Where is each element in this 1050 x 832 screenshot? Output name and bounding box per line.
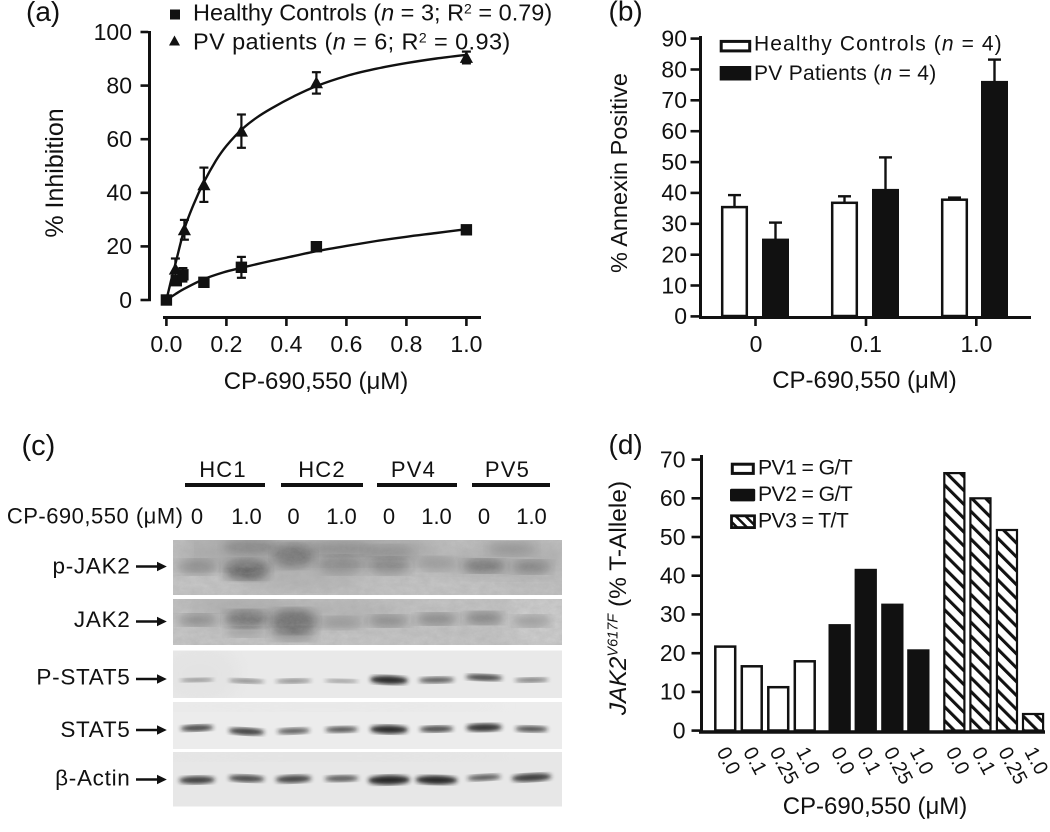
svg-text:0.0: 0.0 — [150, 331, 182, 357]
svg-text:p-JAK2: p-JAK2 — [53, 554, 131, 579]
svg-text:JAK2V617F (% T-Allele): JAK2V617F (% T-Allele) — [605, 481, 632, 716]
svg-text:30: 30 — [661, 211, 687, 237]
svg-text:40: 40 — [660, 563, 686, 589]
svg-text:(c): (c) — [22, 430, 56, 462]
svg-text:CP-690,550 (μM): CP-690,550 (μM) — [224, 368, 409, 395]
svg-text:40: 40 — [106, 180, 132, 206]
svg-text:1.0: 1.0 — [516, 504, 547, 529]
svg-text:1.0: 1.0 — [961, 331, 993, 357]
svg-text:PV Patients (n = 4): PV Patients (n = 4) — [754, 62, 937, 85]
svg-text:0: 0 — [674, 303, 687, 329]
svg-text:100: 100 — [94, 19, 132, 45]
svg-text:60: 60 — [106, 126, 132, 152]
svg-text:CP-690,550 (μM): CP-690,550 (μM) — [772, 367, 957, 394]
svg-text:10: 10 — [660, 679, 686, 705]
svg-text:PV patients (n = 6; R2 = 0.93): PV patients (n = 6; R2 = 0.93) — [193, 29, 511, 55]
svg-text:0: 0 — [673, 717, 686, 743]
svg-text:HC1: HC1 — [199, 457, 247, 482]
svg-text:50: 50 — [660, 524, 686, 550]
svg-text:50: 50 — [661, 149, 687, 175]
svg-text:(b): (b) — [609, 0, 643, 27]
svg-text:0.1: 0.1 — [852, 744, 884, 779]
svg-text:(d): (d) — [609, 429, 643, 460]
svg-text:20: 20 — [660, 640, 686, 666]
svg-text:JAK2: JAK2 — [74, 607, 131, 632]
svg-text:0.1: 0.1 — [738, 744, 770, 779]
svg-text:10: 10 — [661, 272, 687, 298]
svg-text:0: 0 — [383, 504, 395, 529]
svg-text:0.6: 0.6 — [330, 331, 362, 357]
svg-text:0.1: 0.1 — [850, 331, 882, 357]
svg-text:CP-690,550 (μM): CP-690,550 (μM) — [7, 504, 184, 529]
svg-text:0.8: 0.8 — [390, 331, 422, 357]
svg-text:0: 0 — [191, 504, 203, 529]
svg-text:20: 20 — [661, 242, 687, 268]
svg-text:PV2 = G/T: PV2 = G/T — [758, 483, 853, 506]
svg-text:0.0: 0.0 — [712, 744, 744, 779]
svg-text:0.0: 0.0 — [941, 744, 973, 779]
svg-text:60: 60 — [661, 118, 687, 144]
svg-text:P-STAT5: P-STAT5 — [36, 665, 130, 690]
svg-text:0.2: 0.2 — [210, 331, 242, 357]
svg-text:Healthy Controls (n = 4): Healthy Controls (n = 4) — [754, 33, 1003, 56]
svg-text:PV5: PV5 — [485, 457, 530, 482]
svg-text:40: 40 — [661, 180, 687, 206]
svg-text:90: 90 — [661, 25, 687, 51]
svg-text:70: 70 — [660, 446, 686, 472]
svg-text:PV1 = G/T: PV1 = G/T — [758, 457, 853, 480]
svg-text:1.0: 1.0 — [326, 504, 357, 529]
svg-text:20: 20 — [106, 233, 132, 259]
svg-text:% Inhibition: % Inhibition — [41, 108, 69, 237]
svg-text:HC2: HC2 — [298, 457, 346, 482]
svg-text:1.0: 1.0 — [450, 331, 482, 357]
svg-text:30: 30 — [660, 601, 686, 627]
svg-text:1.0: 1.0 — [421, 504, 452, 529]
svg-text:% Annexin Positive: % Annexin Positive — [606, 73, 632, 273]
svg-text:0.0: 0.0 — [826, 744, 858, 779]
svg-text:0.4: 0.4 — [270, 331, 302, 357]
svg-text:0: 0 — [287, 504, 299, 529]
svg-text:Healthy Controls (n = 3; R2 =: Healthy Controls (n = 3; R2 = 0.79) — [193, 0, 552, 26]
svg-text:70: 70 — [661, 87, 687, 113]
svg-text:0: 0 — [119, 287, 132, 313]
svg-text:0.1: 0.1 — [967, 744, 999, 779]
svg-text:80: 80 — [106, 72, 132, 98]
svg-text:80: 80 — [661, 56, 687, 82]
svg-text:0: 0 — [750, 331, 763, 357]
svg-text:CP-690,550 (μM): CP-690,550 (μM) — [783, 793, 968, 820]
svg-text:PV4: PV4 — [391, 457, 436, 482]
svg-text:0: 0 — [478, 504, 490, 529]
svg-text:β-Actin: β-Actin — [55, 766, 130, 791]
svg-text:(a): (a) — [26, 0, 60, 27]
svg-text:STAT5: STAT5 — [60, 717, 130, 742]
svg-text:1.0: 1.0 — [231, 504, 262, 529]
svg-text:PV3 = T/T: PV3 = T/T — [758, 510, 849, 533]
svg-text:60: 60 — [660, 485, 686, 511]
